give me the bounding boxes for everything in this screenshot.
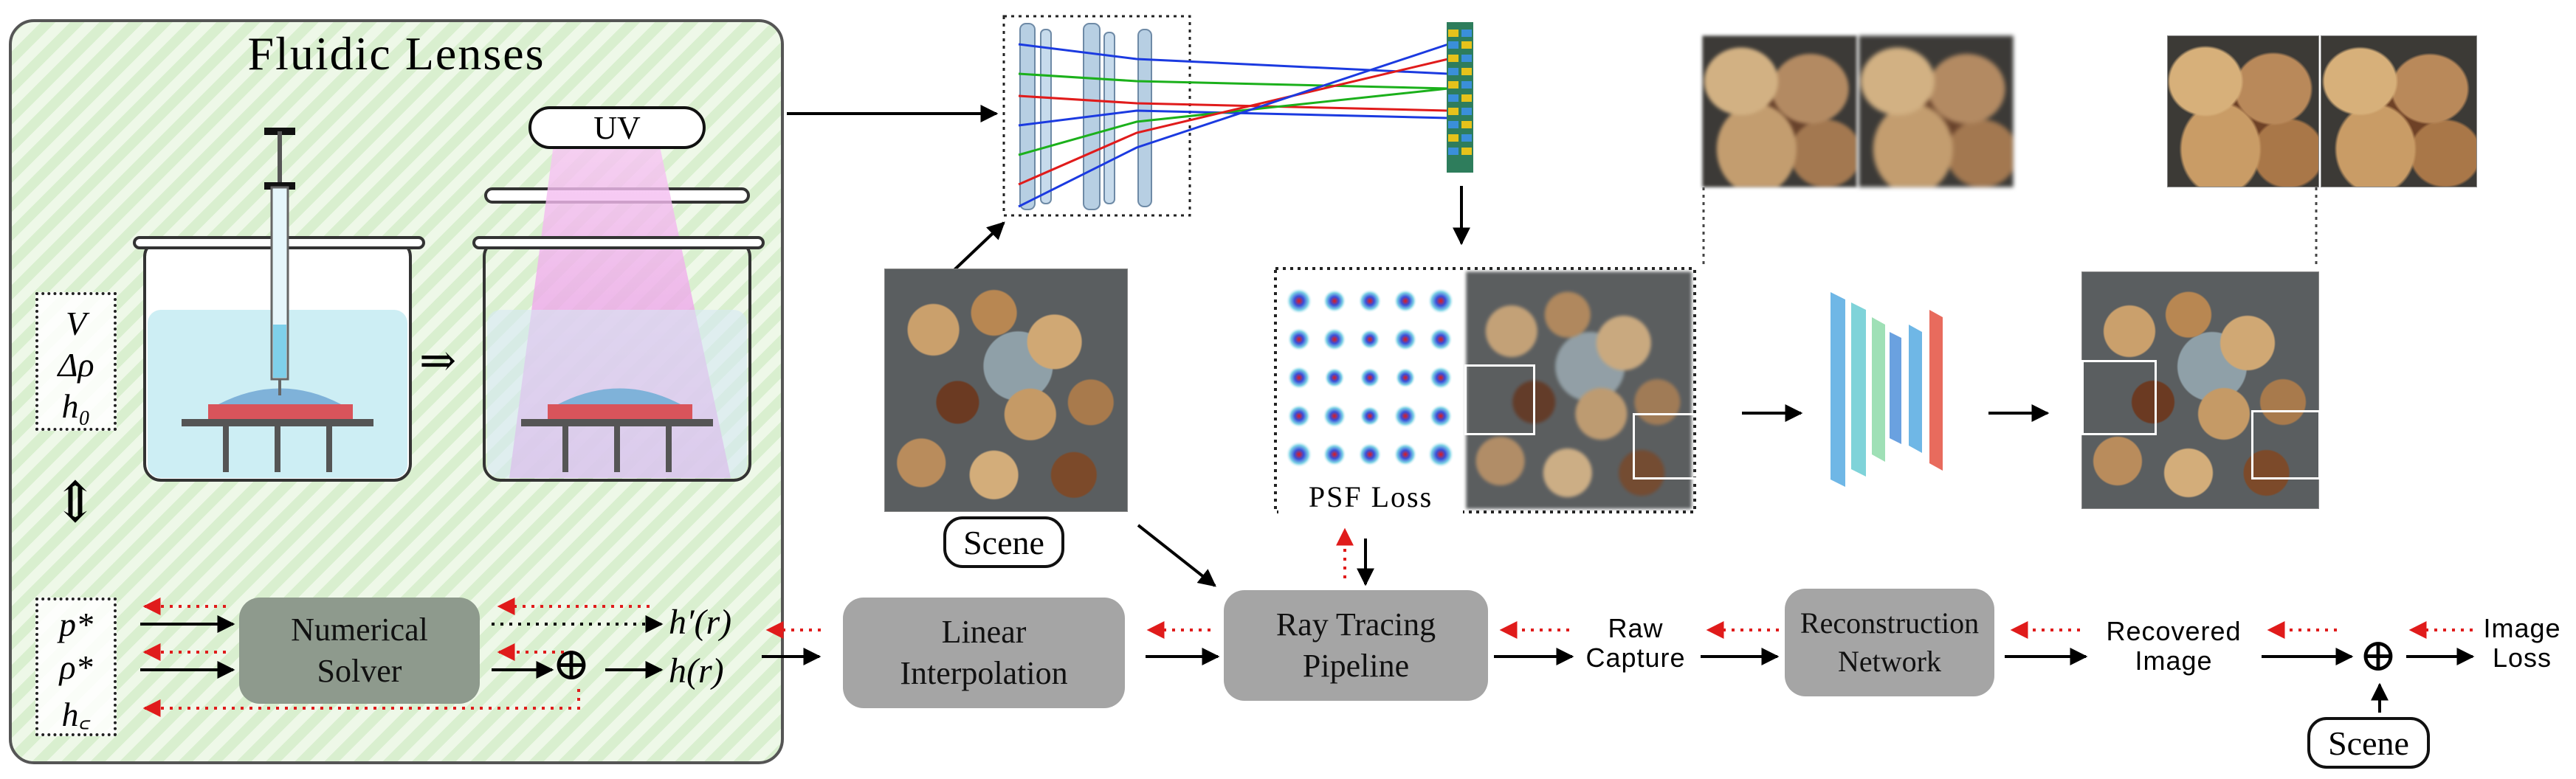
image-loss-line1: Image <box>2483 613 2561 643</box>
recovered-line1: Recovered <box>2106 616 2242 646</box>
param-density-diff: Δρ <box>58 346 94 384</box>
crop-box-right <box>1633 413 1699 479</box>
loss-sum-symbol: ⊕ <box>2359 631 2397 681</box>
uv-tank-icon <box>472 236 765 482</box>
recon-line1: Reconstruction <box>1800 606 1980 640</box>
recovered-crop-left <box>2081 360 2157 435</box>
psf-grid <box>1278 271 1463 482</box>
solver-label-line1: Numerical <box>291 612 428 648</box>
target-profile-label: h′(r) <box>669 603 732 642</box>
raw-capture-image <box>1466 271 1692 509</box>
input-h-c: h꜀ <box>61 696 91 733</box>
design-params-box: V Δρ h₀ <box>35 292 117 431</box>
psf-spots <box>1286 288 1454 468</box>
linear-interpolation-box: Linear Interpolation <box>843 598 1125 708</box>
solver-label-line2: Solver <box>317 653 402 689</box>
uv-label: UV <box>528 106 706 149</box>
syringe-icon <box>264 128 295 395</box>
raw-capture-line1: Raw <box>1608 613 1664 643</box>
network-icon <box>1831 292 1943 487</box>
raw-crop-left <box>1702 35 1857 187</box>
ray-tracing-box: Ray Tracing Pipeline <box>1224 590 1488 701</box>
implies-symbol: ⇒ <box>419 336 457 385</box>
raw-crop-right <box>1859 35 2014 187</box>
ray-tracing-line2: Pipeline <box>1302 648 1410 684</box>
scene-label: Scene <box>943 516 1064 568</box>
tank-icon <box>133 236 425 482</box>
image-loss-label: Image Loss <box>2474 614 2570 673</box>
ray-bundle <box>1018 43 1449 208</box>
sum-symbol: ⊕ <box>552 640 590 690</box>
psf-loss-label: PSF Loss <box>1278 479 1463 514</box>
solver-inputs-box: p* ρ* h꜀ <box>35 598 117 736</box>
input-p-star: p* <box>59 606 93 643</box>
param-height: h₀ <box>61 387 91 425</box>
linear-interp-line1: Linear <box>941 614 1027 650</box>
numerical-solver-box: Numerical Solver <box>239 598 480 704</box>
ray-tracing-line1: Ray Tracing <box>1275 606 1436 643</box>
raw-capture-label: Raw Capture <box>1577 614 1695 673</box>
recovered-crop-zoom-right <box>2321 35 2477 187</box>
fluidic-lenses-title: Fluidic Lenses <box>247 27 545 80</box>
profile-label: h(r) <box>669 651 724 690</box>
crop-box-left <box>1464 364 1535 435</box>
param-volume: V <box>65 305 87 342</box>
bidirectional-symbol: ⇕ <box>52 472 99 534</box>
recovered-crop-zoom-left <box>2167 35 2319 187</box>
recovered-crop-right <box>2251 410 2321 479</box>
reconstruction-network-box: Reconstruction Network <box>1785 589 1994 696</box>
lens-stack-icon <box>1002 15 1191 217</box>
sensor-icon <box>1447 22 1473 173</box>
image-loss-line2: Loss <box>2492 643 2552 673</box>
recon-line2: Network <box>1838 645 1941 678</box>
recovered-line2: Image <box>2135 645 2213 676</box>
recovered-image <box>2081 271 2319 509</box>
input-rho-star: ρ* <box>59 648 93 686</box>
linear-interp-line2: Interpolation <box>900 655 1068 691</box>
recovered-image-label: Recovered Image <box>2090 617 2257 676</box>
raw-capture-line2: Capture <box>1585 643 1686 673</box>
scene-label-bottom: Scene <box>2307 717 2430 769</box>
scene-image <box>884 269 1128 512</box>
